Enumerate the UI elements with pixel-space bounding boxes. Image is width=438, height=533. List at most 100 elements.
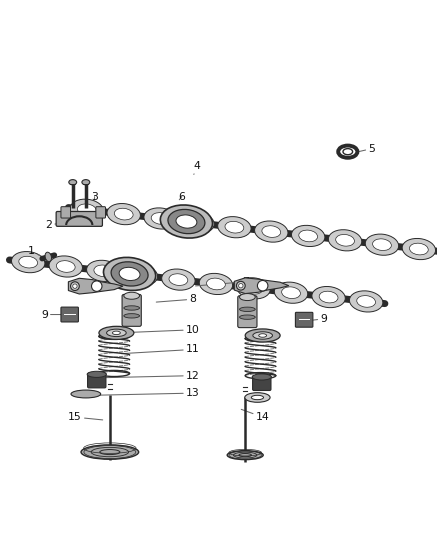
Ellipse shape bbox=[253, 332, 272, 339]
Ellipse shape bbox=[291, 225, 325, 247]
FancyBboxPatch shape bbox=[295, 312, 313, 327]
Ellipse shape bbox=[94, 265, 113, 277]
Text: 8: 8 bbox=[156, 294, 196, 304]
Ellipse shape bbox=[245, 329, 280, 342]
Text: 11: 11 bbox=[121, 344, 200, 354]
Ellipse shape bbox=[218, 216, 251, 238]
Ellipse shape bbox=[225, 221, 244, 233]
Ellipse shape bbox=[49, 256, 82, 277]
Circle shape bbox=[239, 284, 243, 288]
Circle shape bbox=[258, 280, 268, 291]
Circle shape bbox=[92, 281, 102, 292]
Ellipse shape bbox=[410, 243, 428, 255]
Ellipse shape bbox=[245, 393, 270, 402]
Ellipse shape bbox=[169, 274, 188, 286]
Ellipse shape bbox=[188, 217, 207, 229]
Ellipse shape bbox=[124, 306, 140, 310]
Ellipse shape bbox=[244, 282, 263, 294]
Text: 12: 12 bbox=[99, 370, 200, 381]
Text: 4: 4 bbox=[194, 161, 201, 174]
Ellipse shape bbox=[365, 234, 399, 255]
Circle shape bbox=[71, 282, 79, 290]
Text: 3: 3 bbox=[91, 192, 98, 201]
FancyBboxPatch shape bbox=[122, 294, 141, 326]
Ellipse shape bbox=[124, 313, 140, 318]
FancyBboxPatch shape bbox=[61, 307, 78, 322]
Circle shape bbox=[237, 281, 245, 290]
Ellipse shape bbox=[240, 294, 255, 301]
Ellipse shape bbox=[237, 278, 270, 299]
Ellipse shape bbox=[336, 235, 354, 246]
Polygon shape bbox=[234, 278, 289, 294]
Ellipse shape bbox=[144, 208, 177, 229]
Ellipse shape bbox=[81, 445, 139, 459]
Ellipse shape bbox=[207, 278, 225, 290]
Ellipse shape bbox=[119, 268, 140, 280]
Ellipse shape bbox=[168, 209, 205, 233]
Ellipse shape bbox=[328, 230, 362, 251]
Ellipse shape bbox=[99, 326, 134, 340]
Text: 1: 1 bbox=[28, 246, 42, 256]
Text: 7: 7 bbox=[196, 277, 249, 287]
Text: 9: 9 bbox=[307, 314, 327, 324]
Ellipse shape bbox=[107, 204, 141, 225]
Ellipse shape bbox=[19, 256, 38, 268]
Ellipse shape bbox=[259, 334, 267, 337]
Text: 5: 5 bbox=[359, 143, 375, 154]
Text: 6: 6 bbox=[178, 192, 185, 201]
FancyBboxPatch shape bbox=[96, 207, 106, 218]
Ellipse shape bbox=[11, 252, 45, 273]
Ellipse shape bbox=[282, 287, 300, 298]
Text: 14: 14 bbox=[241, 409, 269, 422]
Circle shape bbox=[73, 284, 77, 288]
Text: 15: 15 bbox=[68, 412, 103, 422]
FancyBboxPatch shape bbox=[61, 207, 71, 218]
Ellipse shape bbox=[274, 282, 308, 303]
Ellipse shape bbox=[240, 315, 255, 319]
Ellipse shape bbox=[252, 374, 272, 380]
Text: 9: 9 bbox=[41, 310, 66, 319]
Ellipse shape bbox=[131, 269, 150, 281]
Ellipse shape bbox=[103, 257, 155, 290]
Ellipse shape bbox=[240, 307, 255, 311]
Ellipse shape bbox=[319, 291, 338, 303]
Ellipse shape bbox=[251, 395, 264, 400]
Ellipse shape bbox=[373, 239, 392, 251]
Ellipse shape bbox=[199, 273, 233, 295]
Ellipse shape bbox=[69, 180, 77, 185]
Ellipse shape bbox=[299, 230, 318, 242]
Ellipse shape bbox=[262, 226, 281, 237]
Ellipse shape bbox=[357, 296, 375, 307]
Ellipse shape bbox=[151, 213, 170, 224]
Ellipse shape bbox=[176, 215, 197, 228]
FancyBboxPatch shape bbox=[238, 296, 257, 328]
Ellipse shape bbox=[82, 180, 90, 185]
Ellipse shape bbox=[227, 450, 263, 459]
Text: 10: 10 bbox=[121, 325, 200, 335]
FancyBboxPatch shape bbox=[56, 212, 102, 227]
Ellipse shape bbox=[87, 372, 106, 377]
Text: 13: 13 bbox=[95, 388, 200, 398]
Ellipse shape bbox=[111, 262, 148, 286]
Ellipse shape bbox=[87, 260, 120, 281]
Ellipse shape bbox=[402, 238, 435, 260]
FancyBboxPatch shape bbox=[88, 373, 106, 388]
Ellipse shape bbox=[343, 149, 353, 155]
Ellipse shape bbox=[114, 208, 133, 220]
Ellipse shape bbox=[350, 291, 383, 312]
Ellipse shape bbox=[312, 286, 345, 308]
Ellipse shape bbox=[106, 329, 126, 336]
Ellipse shape bbox=[57, 261, 75, 272]
FancyBboxPatch shape bbox=[253, 376, 271, 391]
Ellipse shape bbox=[78, 204, 96, 215]
Ellipse shape bbox=[70, 199, 103, 220]
Text: 2: 2 bbox=[45, 220, 66, 230]
Ellipse shape bbox=[124, 265, 158, 286]
Ellipse shape bbox=[124, 292, 140, 299]
Ellipse shape bbox=[113, 331, 120, 335]
Ellipse shape bbox=[181, 212, 214, 233]
Ellipse shape bbox=[254, 221, 288, 242]
Ellipse shape bbox=[45, 252, 52, 262]
Ellipse shape bbox=[162, 269, 195, 290]
Ellipse shape bbox=[71, 390, 101, 398]
